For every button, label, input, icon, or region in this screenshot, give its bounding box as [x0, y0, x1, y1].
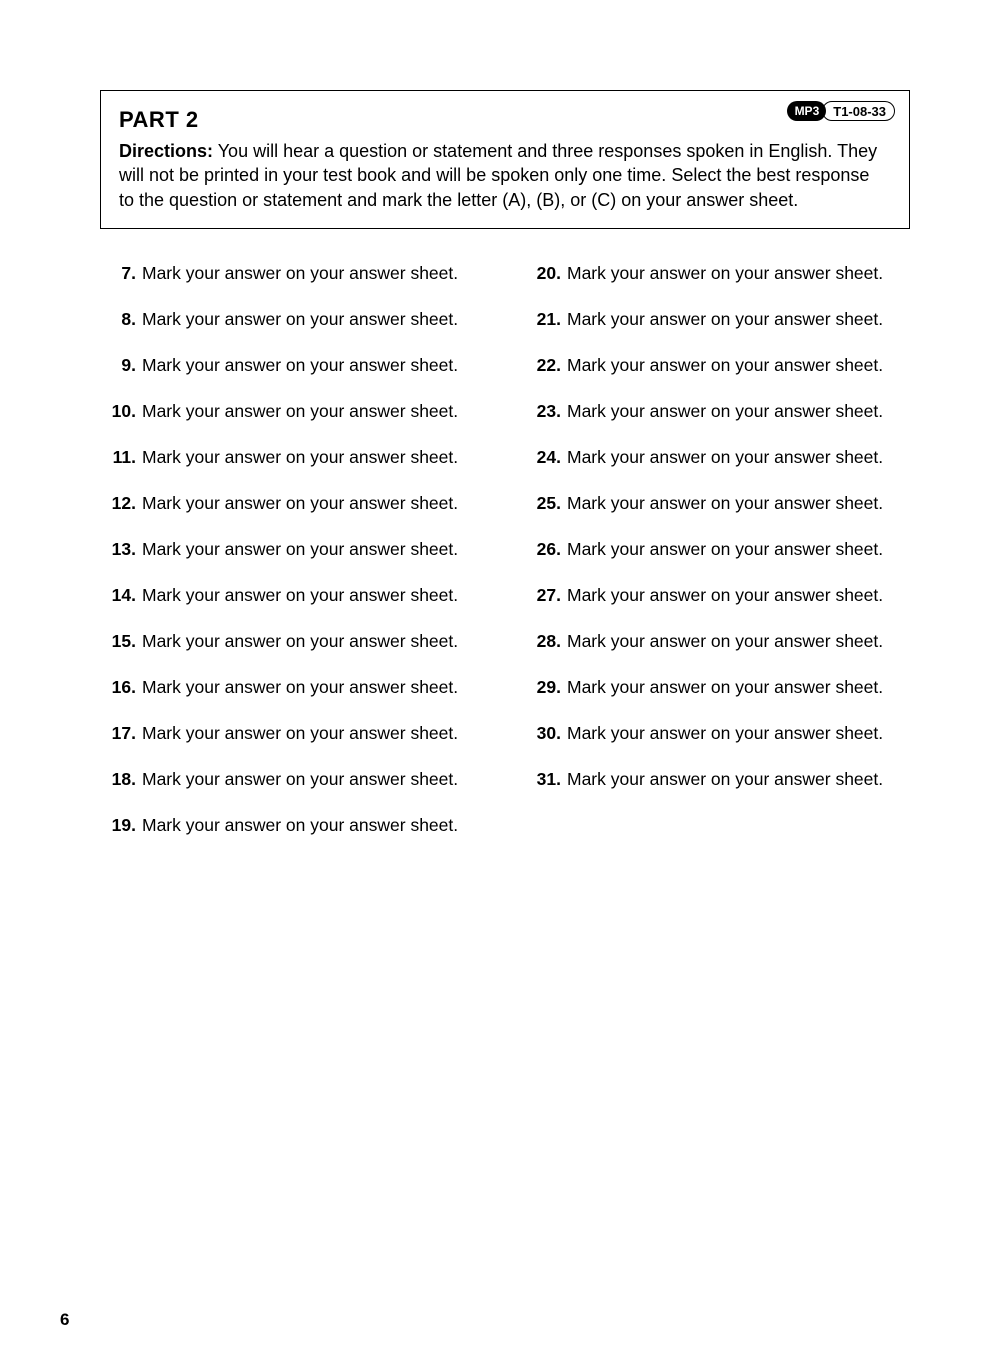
question-number: 29. — [529, 677, 561, 698]
question-instruction: Mark your answer on your answer sheet. — [567, 447, 910, 468]
question-row: 21. Mark your answer on your answer sheet… — [529, 309, 910, 330]
question-number: 30. — [529, 723, 561, 744]
question-number: 20. — [529, 263, 561, 284]
mp3-icon: MP3 — [787, 101, 827, 121]
question-instruction: Mark your answer on your answer sheet. — [567, 493, 910, 514]
question-row: 12. Mark your answer on your answer sheet… — [104, 493, 485, 514]
question-number: 25. — [529, 493, 561, 514]
question-instruction: Mark your answer on your answer sheet. — [142, 539, 485, 560]
question-row: 11. Mark your answer on your answer sheet… — [104, 447, 485, 468]
question-number: 14. — [104, 585, 136, 606]
question-row: 31. Mark your answer on your answer sheet… — [529, 769, 910, 790]
question-instruction: Mark your answer on your answer sheet. — [142, 493, 485, 514]
question-instruction: Mark your answer on your answer sheet. — [567, 723, 910, 744]
directions-text: Directions: You will hear a question or … — [119, 139, 883, 212]
questions-column-left: 7. Mark your answer on your answer sheet.… — [104, 263, 485, 861]
question-number: 24. — [529, 447, 561, 468]
directions-box: MP3 T1-08-33 PART 2 Directions: You will… — [100, 90, 910, 229]
question-row: 29. Mark your answer on your answer sheet… — [529, 677, 910, 698]
question-row: 25. Mark your answer on your answer sheet… — [529, 493, 910, 514]
question-number: 21. — [529, 309, 561, 330]
question-number: 11. — [104, 447, 136, 468]
question-instruction: Mark your answer on your answer sheet. — [142, 355, 485, 376]
question-instruction: Mark your answer on your answer sheet. — [142, 263, 485, 284]
question-row: 8. Mark your answer on your answer sheet. — [104, 309, 485, 330]
question-row: 28. Mark your answer on your answer sheet… — [529, 631, 910, 652]
question-row: 23. Mark your answer on your answer sheet… — [529, 401, 910, 422]
question-row: 19. Mark your answer on your answer sheet… — [104, 815, 485, 836]
question-row: 24. Mark your answer on your answer sheet… — [529, 447, 910, 468]
question-row: 17. Mark your answer on your answer sheet… — [104, 723, 485, 744]
question-instruction: Mark your answer on your answer sheet. — [567, 769, 910, 790]
question-instruction: Mark your answer on your answer sheet. — [567, 309, 910, 330]
page-number: 6 — [60, 1310, 69, 1330]
question-number: 27. — [529, 585, 561, 606]
question-row: 7. Mark your answer on your answer sheet. — [104, 263, 485, 284]
mp3-track-code: T1-08-33 — [822, 101, 895, 121]
question-number: 26. — [529, 539, 561, 560]
question-number: 19. — [104, 815, 136, 836]
question-instruction: Mark your answer on your answer sheet. — [142, 309, 485, 330]
question-instruction: Mark your answer on your answer sheet. — [567, 585, 910, 606]
question-row: 9. Mark your answer on your answer sheet. — [104, 355, 485, 376]
question-instruction: Mark your answer on your answer sheet. — [142, 401, 485, 422]
question-row: 15. Mark your answer on your answer sheet… — [104, 631, 485, 652]
question-instruction: Mark your answer on your answer sheet. — [567, 355, 910, 376]
questions-container: 7. Mark your answer on your answer sheet.… — [100, 263, 910, 861]
question-number: 18. — [104, 769, 136, 790]
question-row: 22. Mark your answer on your answer sheet… — [529, 355, 910, 376]
question-number: 9. — [104, 355, 136, 376]
part-title: PART 2 — [119, 107, 883, 133]
directions-label: Directions: — [119, 141, 213, 161]
question-row: 18. Mark your answer on your answer sheet… — [104, 769, 485, 790]
question-row: 14. Mark your answer on your answer sheet… — [104, 585, 485, 606]
question-number: 15. — [104, 631, 136, 652]
question-number: 10. — [104, 401, 136, 422]
question-instruction: Mark your answer on your answer sheet. — [567, 539, 910, 560]
question-instruction: Mark your answer on your answer sheet. — [567, 677, 910, 698]
questions-column-right: 20. Mark your answer on your answer sheet… — [529, 263, 910, 861]
question-row: 13. Mark your answer on your answer sheet… — [104, 539, 485, 560]
question-number: 28. — [529, 631, 561, 652]
question-number: 12. — [104, 493, 136, 514]
question-number: 16. — [104, 677, 136, 698]
directions-body: You will hear a question or statement an… — [119, 141, 877, 210]
question-number: 8. — [104, 309, 136, 330]
question-instruction: Mark your answer on your answer sheet. — [142, 815, 485, 836]
question-row: 10. Mark your answer on your answer sheet… — [104, 401, 485, 422]
question-instruction: Mark your answer on your answer sheet. — [142, 585, 485, 606]
question-number: 7. — [104, 263, 136, 284]
question-number: 22. — [529, 355, 561, 376]
question-row: 26. Mark your answer on your answer sheet… — [529, 539, 910, 560]
question-instruction: Mark your answer on your answer sheet. — [142, 769, 485, 790]
question-number: 13. — [104, 539, 136, 560]
question-row: 20. Mark your answer on your answer sheet… — [529, 263, 910, 284]
question-row: 30. Mark your answer on your answer sheet… — [529, 723, 910, 744]
question-row: 27. Mark your answer on your answer sheet… — [529, 585, 910, 606]
question-number: 31. — [529, 769, 561, 790]
question-instruction: Mark your answer on your answer sheet. — [142, 677, 485, 698]
question-instruction: Mark your answer on your answer sheet. — [142, 631, 485, 652]
question-instruction: Mark your answer on your answer sheet. — [142, 447, 485, 468]
question-instruction: Mark your answer on your answer sheet. — [567, 401, 910, 422]
question-instruction: Mark your answer on your answer sheet. — [567, 631, 910, 652]
question-instruction: Mark your answer on your answer sheet. — [567, 263, 910, 284]
mp3-badge: MP3 T1-08-33 — [787, 101, 895, 121]
question-number: 23. — [529, 401, 561, 422]
question-number: 17. — [104, 723, 136, 744]
question-instruction: Mark your answer on your answer sheet. — [142, 723, 485, 744]
question-row: 16. Mark your answer on your answer sheet… — [104, 677, 485, 698]
